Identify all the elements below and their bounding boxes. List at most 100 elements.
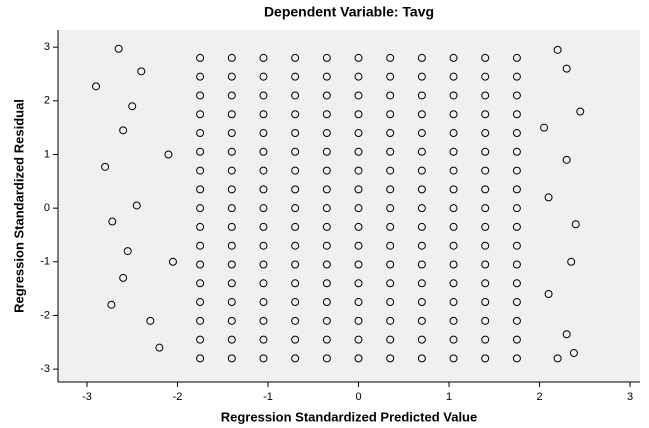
point (417, 166, 426, 175)
x-tick-label: -1 (263, 391, 273, 403)
point (92, 82, 101, 91)
point (481, 129, 490, 138)
point (227, 241, 236, 250)
point (569, 349, 578, 358)
point (386, 204, 395, 213)
point (196, 72, 205, 81)
point (291, 185, 300, 194)
point (107, 300, 116, 309)
point (386, 316, 395, 325)
point (354, 53, 363, 62)
x-tick-label: 1 (446, 391, 452, 403)
point (322, 298, 331, 307)
point (123, 247, 132, 256)
point (132, 201, 141, 210)
point (168, 257, 177, 266)
point (386, 185, 395, 194)
point (512, 147, 521, 156)
point (386, 110, 395, 119)
point (137, 67, 146, 76)
point (196, 129, 205, 138)
point (291, 166, 300, 175)
point (449, 260, 458, 269)
point (291, 147, 300, 156)
point (259, 147, 268, 156)
point (227, 316, 236, 325)
point (481, 204, 490, 213)
point (354, 279, 363, 288)
point (354, 335, 363, 344)
y-tick-label: 2 (44, 95, 50, 107)
point (417, 241, 426, 250)
point (196, 147, 205, 156)
point (196, 110, 205, 119)
point (196, 241, 205, 250)
point (481, 260, 490, 269)
point (417, 260, 426, 269)
point (386, 91, 395, 100)
point (259, 316, 268, 325)
point (196, 335, 205, 344)
point (481, 354, 490, 363)
point (386, 147, 395, 156)
point (544, 193, 553, 202)
point (354, 91, 363, 100)
point (512, 222, 521, 231)
point (354, 316, 363, 325)
x-tick-label: -3 (82, 391, 92, 403)
x-tick-label: 2 (536, 391, 542, 403)
point (417, 204, 426, 213)
point (481, 91, 490, 100)
point (386, 222, 395, 231)
point (196, 260, 205, 269)
point (259, 185, 268, 194)
point (354, 166, 363, 175)
point (354, 110, 363, 119)
point (449, 335, 458, 344)
point (291, 316, 300, 325)
point (291, 222, 300, 231)
point (196, 222, 205, 231)
y-tick-label: -1 (40, 256, 50, 268)
point (354, 298, 363, 307)
point (449, 185, 458, 194)
point (227, 110, 236, 119)
point (322, 91, 331, 100)
point (481, 185, 490, 194)
point (101, 162, 110, 171)
point (291, 335, 300, 344)
point (164, 150, 173, 159)
point (481, 335, 490, 344)
point (227, 166, 236, 175)
point (196, 316, 205, 325)
point (512, 129, 521, 138)
point (449, 354, 458, 363)
point (227, 204, 236, 213)
point (562, 330, 571, 339)
y-tick-label: 3 (44, 41, 50, 53)
point (386, 279, 395, 288)
point (227, 53, 236, 62)
point (291, 241, 300, 250)
point (481, 166, 490, 175)
point (386, 129, 395, 138)
point (291, 279, 300, 288)
point (259, 166, 268, 175)
point (417, 91, 426, 100)
point (417, 185, 426, 194)
point (322, 204, 331, 213)
point (227, 260, 236, 269)
point (354, 185, 363, 194)
point (512, 166, 521, 175)
point (291, 354, 300, 363)
point (417, 279, 426, 288)
point (354, 260, 363, 269)
point (291, 298, 300, 307)
point (119, 273, 128, 282)
point (512, 279, 521, 288)
point (128, 102, 137, 111)
point (227, 91, 236, 100)
point (540, 123, 549, 132)
point (291, 53, 300, 62)
